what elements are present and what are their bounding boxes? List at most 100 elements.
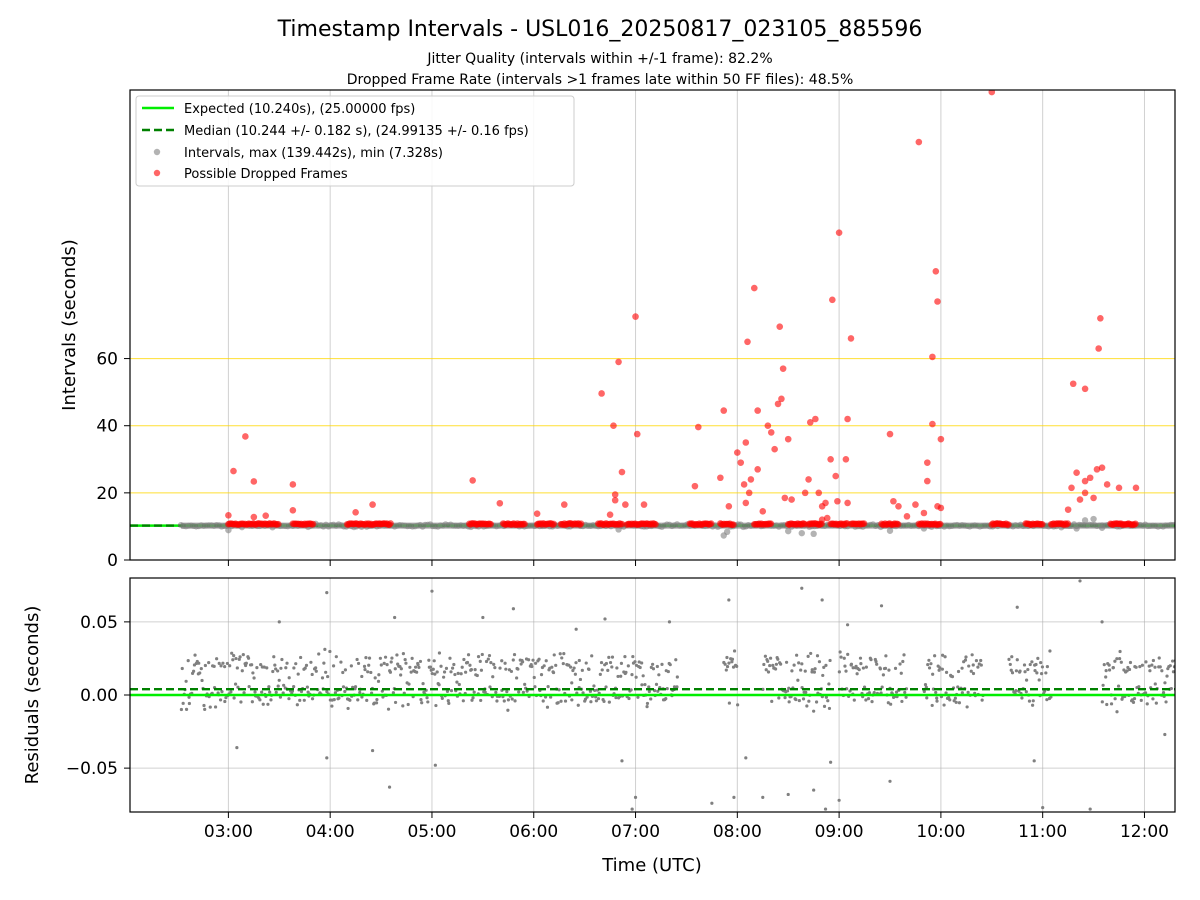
residual-point bbox=[1026, 667, 1030, 672]
residual-point bbox=[587, 667, 591, 672]
dropped-frame-point bbox=[784, 435, 792, 443]
residual-point bbox=[393, 700, 398, 705]
residual-point bbox=[942, 703, 946, 707]
dropped-frame-point bbox=[717, 474, 724, 482]
residual-point bbox=[814, 700, 819, 704]
residual-point bbox=[1014, 669, 1019, 673]
residual-point bbox=[247, 685, 251, 689]
residual-point bbox=[562, 652, 566, 656]
residual-point bbox=[259, 662, 263, 667]
residual-point bbox=[1028, 662, 1032, 667]
residual-point bbox=[640, 661, 644, 665]
residual-point bbox=[452, 662, 456, 667]
residual-point bbox=[1151, 697, 1155, 701]
dropped-frame-point bbox=[801, 489, 809, 497]
residual-point bbox=[437, 683, 441, 687]
residual-point bbox=[533, 685, 537, 689]
residual-point bbox=[386, 707, 391, 711]
residual-point bbox=[468, 663, 472, 667]
residual-point bbox=[1113, 697, 1117, 701]
residual-point bbox=[179, 707, 184, 712]
top-y-tick-label: 60 bbox=[96, 350, 118, 370]
residual-point bbox=[296, 672, 300, 676]
residual-point bbox=[898, 662, 902, 666]
residual-point bbox=[1017, 689, 1021, 693]
dropped-frame-point bbox=[929, 353, 936, 361]
residual-point bbox=[290, 689, 294, 693]
residual-point bbox=[445, 689, 450, 693]
residual-point bbox=[785, 689, 790, 693]
residual-point bbox=[332, 698, 336, 702]
residual-point bbox=[559, 699, 563, 703]
residual-point bbox=[1128, 660, 1133, 665]
dropped-frame-point bbox=[1068, 484, 1075, 492]
dropped-frame-point bbox=[818, 516, 826, 524]
residual-point bbox=[223, 664, 227, 669]
residual-point bbox=[844, 669, 848, 673]
residual-point bbox=[784, 660, 789, 664]
residual-point bbox=[857, 668, 861, 672]
top-y-tick-label: 0 bbox=[107, 551, 118, 571]
residual-point bbox=[439, 664, 443, 668]
dropped-frame-point bbox=[781, 494, 789, 502]
residual-point bbox=[1131, 700, 1136, 704]
residual-point bbox=[180, 666, 184, 671]
residual-point bbox=[324, 670, 328, 674]
residual-point bbox=[355, 657, 359, 662]
residual-point bbox=[1015, 605, 1019, 609]
residual-point bbox=[851, 666, 855, 670]
residual-point bbox=[281, 691, 285, 695]
dropped-frame-point bbox=[695, 423, 702, 431]
residual-point bbox=[231, 658, 235, 662]
dropped-frame-point bbox=[934, 298, 941, 305]
dropped-frame-point bbox=[936, 520, 944, 528]
residual-point bbox=[610, 665, 614, 669]
top-x-axis-ticks bbox=[227, 560, 1145, 566]
residual-point bbox=[1139, 698, 1143, 702]
bottom-y-tick-label: −0.05 bbox=[66, 759, 118, 779]
residual-point bbox=[1137, 685, 1141, 689]
residual-point bbox=[614, 696, 618, 700]
residual-point bbox=[343, 689, 347, 694]
residual-point bbox=[533, 661, 538, 665]
residual-point bbox=[574, 661, 578, 665]
residual-point bbox=[478, 659, 482, 663]
residual-point bbox=[469, 668, 474, 672]
residual-point bbox=[809, 651, 813, 656]
residual-point bbox=[812, 788, 816, 792]
dropped-frame-point bbox=[560, 501, 568, 508]
dropped-frame-point bbox=[823, 514, 831, 522]
residual-point bbox=[799, 668, 803, 672]
residual-point bbox=[577, 658, 581, 663]
residual-point bbox=[218, 698, 223, 702]
residual-point bbox=[407, 682, 411, 686]
residual-point bbox=[367, 663, 371, 667]
dropped-frame-point bbox=[1073, 469, 1080, 477]
dropped-frame-point bbox=[812, 415, 819, 423]
residual-point bbox=[933, 654, 937, 658]
residual-point bbox=[777, 696, 781, 700]
residual-point bbox=[845, 623, 850, 627]
residual-point bbox=[550, 665, 554, 669]
residual-point bbox=[504, 667, 508, 671]
residual-point bbox=[979, 663, 983, 667]
residual-point bbox=[1100, 620, 1104, 624]
residual-point bbox=[250, 663, 254, 667]
residual-point bbox=[457, 682, 461, 687]
residual-point bbox=[541, 699, 545, 703]
x-tick-label: 06:00 bbox=[509, 822, 558, 842]
residual-point bbox=[207, 661, 211, 665]
residual-point bbox=[434, 703, 438, 708]
residual-point bbox=[369, 670, 373, 675]
interval-point bbox=[886, 527, 894, 534]
dropped-frame-point bbox=[894, 521, 902, 528]
dropped-frame-point bbox=[860, 520, 868, 527]
residual-point bbox=[1010, 671, 1015, 675]
residual-point bbox=[440, 696, 444, 701]
dropped-frame-point bbox=[759, 508, 767, 515]
residual-point bbox=[492, 662, 496, 666]
residual-point bbox=[1125, 669, 1129, 673]
residual-point bbox=[935, 699, 939, 703]
residual-point bbox=[1168, 664, 1172, 668]
residual-point bbox=[465, 660, 470, 665]
